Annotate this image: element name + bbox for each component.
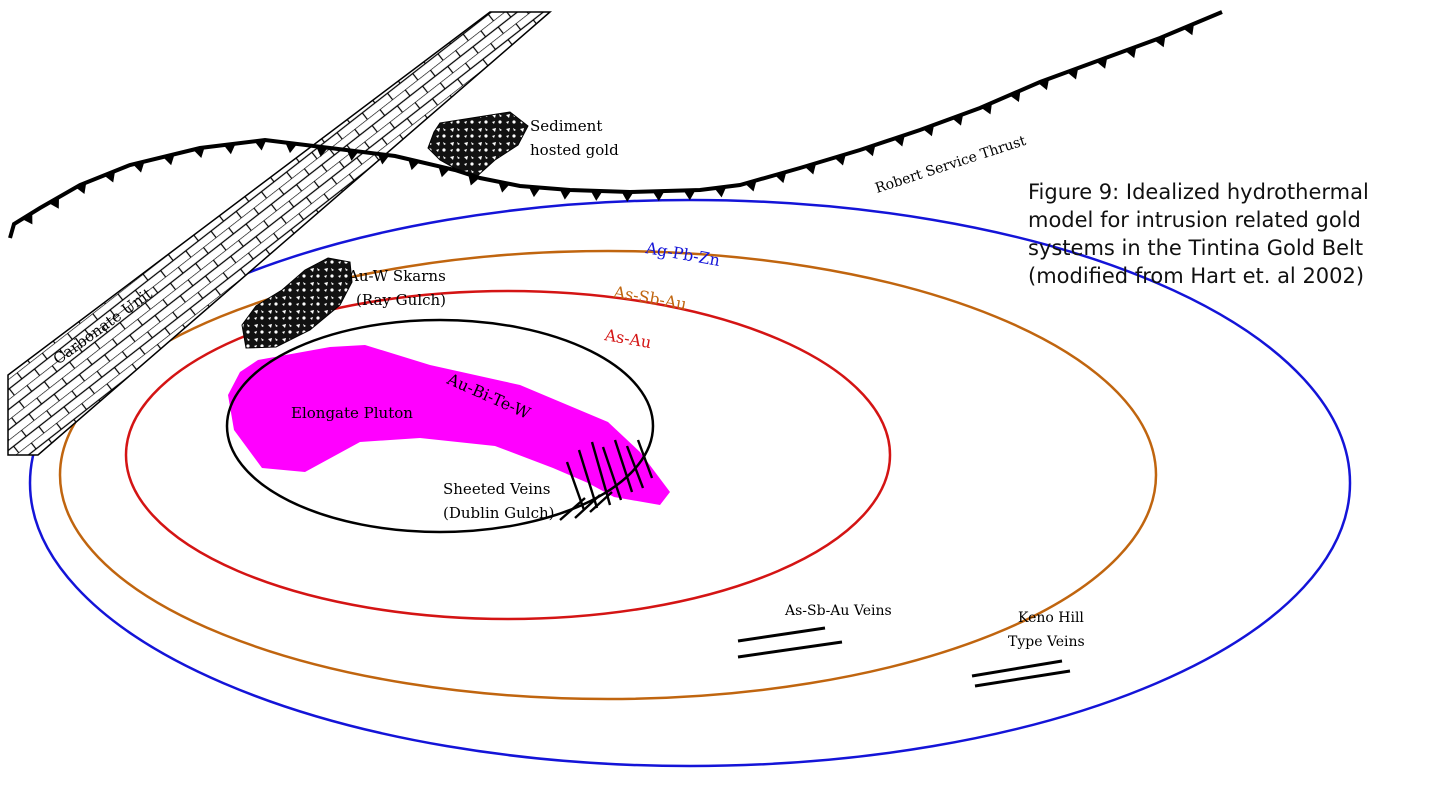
thrust-tooth [980,102,992,115]
thrust-tooth [377,153,390,165]
thrust-tooth [559,189,572,200]
caption-line: Figure 9: Idealized hydrothermal [1028,180,1369,204]
thrust-tooth [223,143,236,155]
thrust-tooth [951,114,964,126]
thrust-tooth [22,212,33,225]
thrust-tooth [683,190,696,201]
keno-hill-veins-symbol [971,659,1071,688]
thrust-tooth [621,191,634,202]
thrust-tooth [922,124,935,137]
thrust-tooth [498,181,510,193]
ag-pb-zn-zone-ellipse [28,198,1352,768]
as-sb-au-veins-symbol [737,626,843,659]
as-au-zone-ellipse [124,289,892,621]
thrust-tooth [1125,46,1137,59]
thrust-tooth [893,135,905,147]
thrust-tooth [346,150,359,161]
thrust-tooth [714,186,727,198]
keno-hill-label-line1: Keno Hill [1018,610,1084,626]
figure-caption: Figure 9: Idealized hydrothermal model f… [1028,178,1428,290]
au-w-skarns-label-line1: Au-W Skarns [347,267,446,285]
thrust-tooth [1066,67,1079,80]
thrust-tooth [864,144,876,157]
thrust-tooth [162,154,175,166]
thrust-tooth [193,146,205,158]
thrust-tooth [1037,78,1050,91]
thrust-tooth [48,197,59,209]
au-w-skarn-body [241,257,353,349]
caption-line: systems in the Tintina Gold Belt [1028,236,1364,260]
keno-hill-label-line2: Type Veins [1008,634,1085,650]
elongate-pluton-label: Elongate Pluton [291,404,413,422]
carbonate-unit-band [7,11,553,456]
as-sb-au-label: As-Sb-Au [611,282,688,314]
thrust-tooth [528,186,541,198]
thrust-tooth [745,180,757,192]
thrust-tooth [408,159,420,171]
thrust-tooth [804,163,817,175]
ag-pb-zn-label: Ag-Pb-Zn [643,238,721,270]
sheeted-veins-label-line2: (Dublin Gulch) [443,504,555,522]
thrust-tooth [468,174,480,186]
thrust-tooth [132,161,145,173]
au-w-skarns-label-line2: (Ray Gulch) [356,291,446,309]
as-sb-au-veins-label: As-Sb-Au Veins [784,603,892,619]
caption-line: (modified from Hart et. al 2002) [1028,264,1365,288]
as-au-label: As-Au [602,325,653,352]
thrust-tooth [1182,23,1194,36]
robert-service-thrust-label: Robert Service Thrust [873,133,1028,197]
sheeted-veins-label-line1: Sheeted Veins [443,480,550,498]
as-sb-au-zone-ellipse [58,249,1158,701]
thrust-tooth [590,190,603,201]
thrust-tooth [1009,90,1021,103]
thrust-teeth [22,23,1194,225]
thrust-tooth [438,166,450,178]
sheeted-veins-symbol [559,439,654,521]
thrust-tooth [1154,35,1166,48]
sediment-hosted-gold-label-line2: hosted gold [530,141,619,159]
thrust-tooth [652,191,665,202]
sediment-hosted-gold-body [427,111,529,179]
thrust-tooth [834,154,846,166]
thrust-tooth [254,139,267,151]
thrust-tooth [774,171,787,184]
au-bi-te-w-zone-ellipse [225,318,655,534]
thrust-tooth [316,146,328,157]
thrust-tooth [75,182,87,194]
thrust-tooth [285,142,298,154]
sediment-hosted-gold-label-line1: Sediment [530,117,602,135]
caption-line: model for intrusion related gold [1028,208,1361,232]
thrust-tooth [103,170,116,183]
thrust-tooth [1096,57,1108,69]
elongate-pluton-shape [228,345,670,505]
